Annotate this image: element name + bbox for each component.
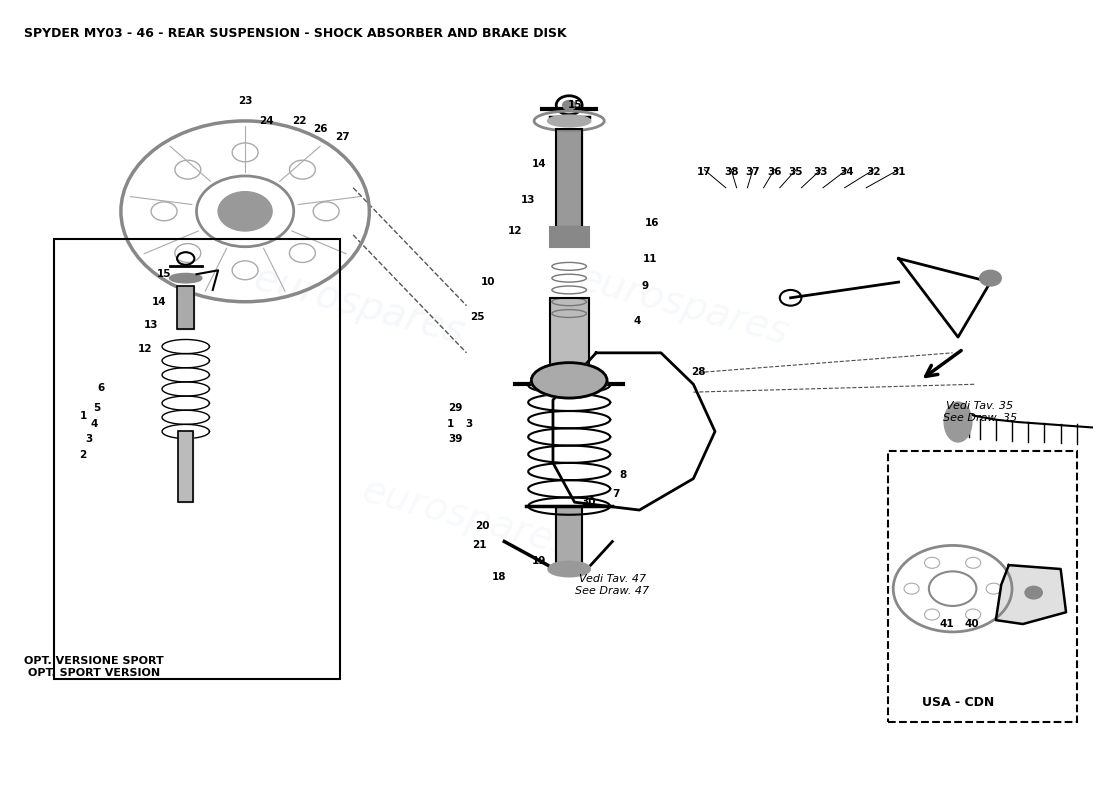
Text: 3: 3 xyxy=(465,418,472,429)
Text: 13: 13 xyxy=(144,320,158,330)
Ellipse shape xyxy=(549,562,590,576)
Text: 18: 18 xyxy=(492,572,506,582)
Bar xyxy=(177,286,195,330)
Text: 2: 2 xyxy=(79,450,87,460)
Text: 12: 12 xyxy=(138,344,152,354)
Text: 25: 25 xyxy=(470,313,485,322)
Text: 40: 40 xyxy=(965,619,979,629)
Text: 9: 9 xyxy=(641,281,648,291)
Text: 5: 5 xyxy=(94,403,101,413)
Text: Vedi Tav. 35
See Draw. 35: Vedi Tav. 35 See Draw. 35 xyxy=(943,401,1016,422)
Text: SPYDER MY03 - 46 - REAR SUSPENSION - SHOCK ABSORBER AND BRAKE DISK: SPYDER MY03 - 46 - REAR SUSPENSION - SHO… xyxy=(24,26,566,39)
Text: 3: 3 xyxy=(85,434,92,444)
Bar xyxy=(557,506,582,565)
Text: 38: 38 xyxy=(724,167,738,177)
Text: 7: 7 xyxy=(612,490,619,499)
Text: USA - CDN: USA - CDN xyxy=(922,696,994,709)
Bar xyxy=(888,451,1077,722)
Text: 29: 29 xyxy=(449,403,463,413)
Text: 27: 27 xyxy=(336,132,350,142)
Text: 17: 17 xyxy=(697,167,712,177)
Bar xyxy=(54,239,340,679)
Text: 31: 31 xyxy=(891,167,906,177)
Text: 10: 10 xyxy=(481,277,495,287)
Circle shape xyxy=(980,270,1001,286)
Ellipse shape xyxy=(548,115,591,127)
Bar xyxy=(557,506,582,565)
Text: 8: 8 xyxy=(619,470,627,480)
Text: 24: 24 xyxy=(260,116,274,126)
Ellipse shape xyxy=(945,402,971,442)
Text: 33: 33 xyxy=(814,167,828,177)
Text: 39: 39 xyxy=(449,434,463,444)
Text: 15: 15 xyxy=(157,270,172,279)
Text: eurospares: eurospares xyxy=(573,259,792,352)
Text: Vedi Tav. 47
See Draw. 47: Vedi Tav. 47 See Draw. 47 xyxy=(575,574,649,595)
Text: 6: 6 xyxy=(98,383,106,394)
Bar xyxy=(178,431,194,502)
Text: 37: 37 xyxy=(746,167,760,177)
Text: 21: 21 xyxy=(472,541,487,550)
Text: 16: 16 xyxy=(645,218,660,228)
Bar xyxy=(550,298,588,384)
Text: 23: 23 xyxy=(238,96,252,106)
Bar xyxy=(177,286,195,330)
Text: 1: 1 xyxy=(79,410,87,421)
Circle shape xyxy=(218,192,272,231)
Bar xyxy=(557,129,582,227)
Circle shape xyxy=(1025,586,1043,599)
Polygon shape xyxy=(996,565,1066,624)
Text: eurospares: eurospares xyxy=(249,259,469,352)
Ellipse shape xyxy=(169,274,202,283)
Text: 41: 41 xyxy=(939,619,955,629)
Text: 34: 34 xyxy=(839,167,854,177)
Text: 28: 28 xyxy=(692,367,706,378)
Text: 35: 35 xyxy=(789,167,803,177)
Text: 13: 13 xyxy=(521,194,536,205)
Text: 20: 20 xyxy=(475,521,490,530)
Bar xyxy=(550,298,588,384)
Text: 19: 19 xyxy=(531,556,546,566)
Text: OPT. VERSIONE SPORT
OPT. SPORT VERSION: OPT. VERSIONE SPORT OPT. SPORT VERSION xyxy=(24,657,164,678)
Text: 36: 36 xyxy=(767,167,782,177)
Text: 32: 32 xyxy=(867,167,881,177)
Text: 11: 11 xyxy=(642,254,658,263)
Text: 30: 30 xyxy=(582,497,596,507)
Text: 22: 22 xyxy=(292,116,307,126)
Bar xyxy=(550,227,588,246)
Text: 14: 14 xyxy=(531,159,547,169)
Ellipse shape xyxy=(531,362,607,398)
Text: 4: 4 xyxy=(90,418,98,429)
Circle shape xyxy=(563,101,575,110)
Text: 12: 12 xyxy=(508,226,522,236)
Bar xyxy=(557,129,582,227)
Text: eurospares: eurospares xyxy=(356,471,576,564)
Text: 15: 15 xyxy=(568,100,582,110)
Text: 14: 14 xyxy=(152,297,166,306)
Text: 4: 4 xyxy=(634,316,641,326)
Bar xyxy=(178,431,194,502)
Text: 26: 26 xyxy=(314,124,328,134)
Text: 1: 1 xyxy=(447,418,454,429)
